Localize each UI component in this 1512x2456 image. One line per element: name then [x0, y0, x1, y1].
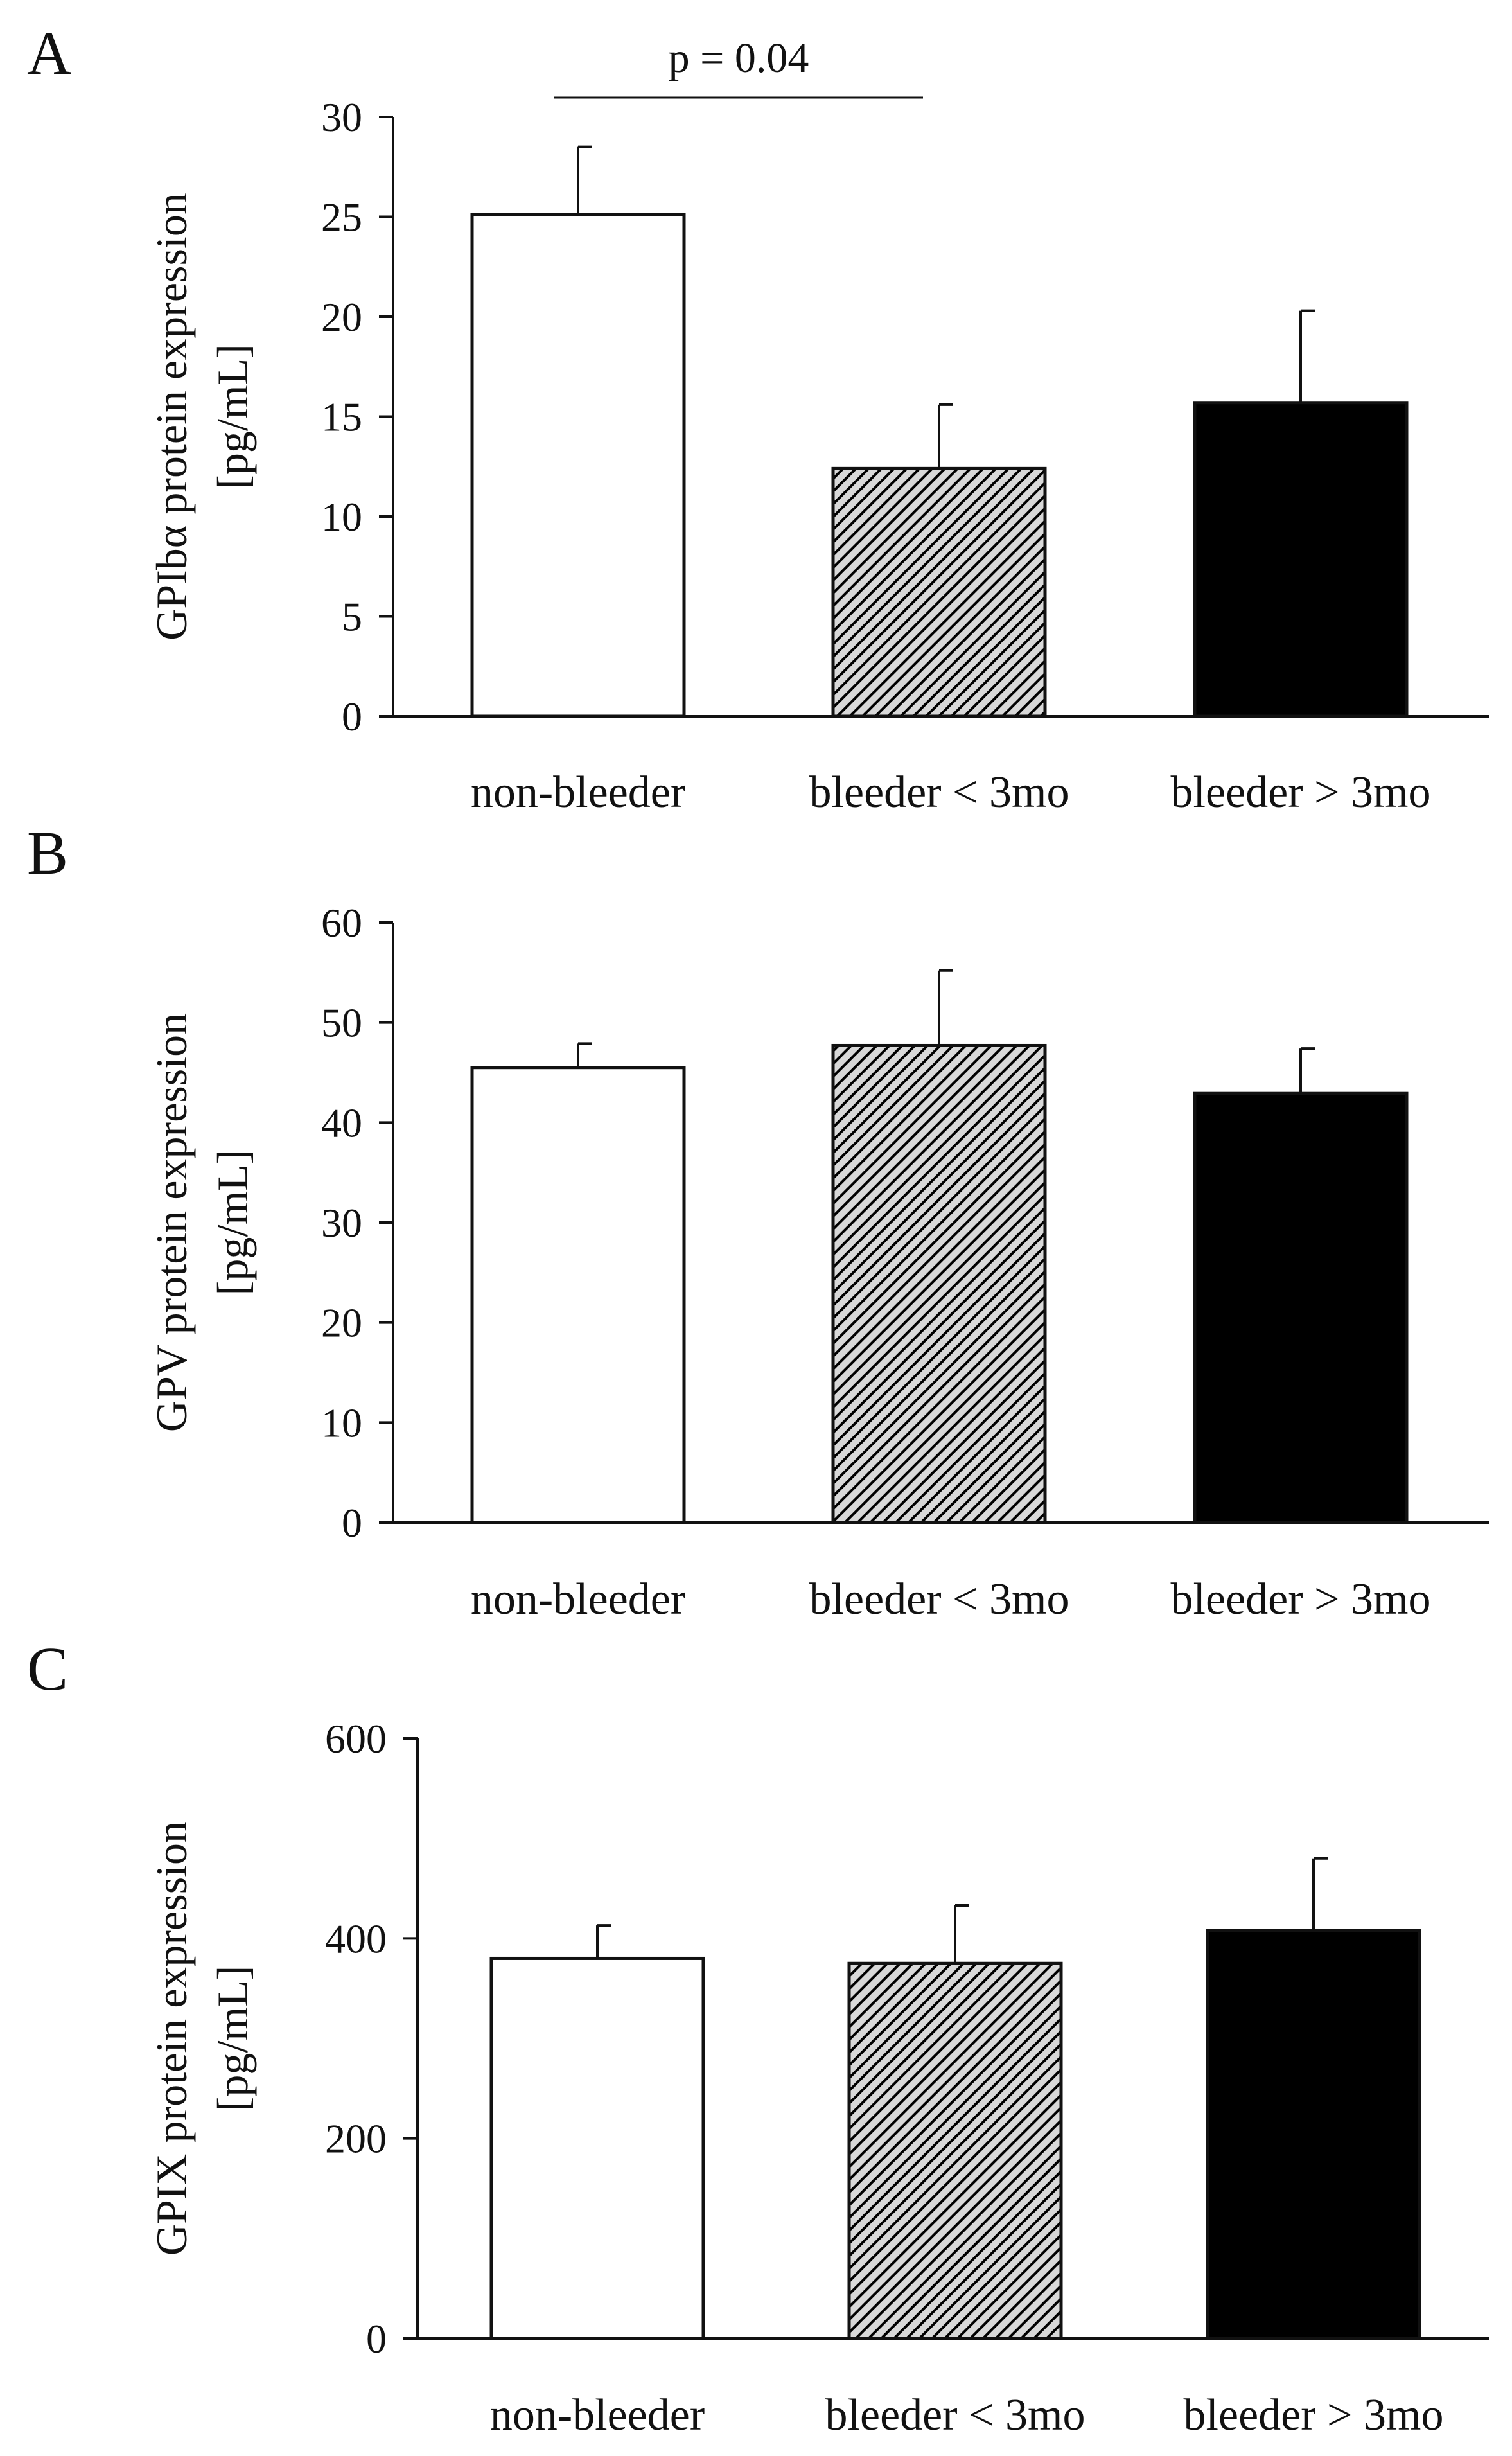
y-axis-title: GPV protein expression	[147, 1013, 196, 1432]
y-tick-label: 0	[366, 2316, 387, 2362]
y-tick-label: 50	[321, 1000, 362, 1046]
y-tick-label: 10	[321, 494, 362, 540]
bar	[1206, 1929, 1421, 2340]
y-axis-title: GPIX protein expression	[147, 1821, 196, 2256]
y-tick-label: 30	[321, 94, 362, 140]
panel-letter: A	[27, 19, 71, 87]
bar	[831, 1043, 1047, 1524]
y-tick-label: 10	[321, 1400, 362, 1445]
category-label: bleeder > 3mo	[1171, 768, 1431, 817]
y-tick-label: 5	[342, 594, 362, 640]
panel-c: C 0 200 400 600 non-bleeder bleeder < 3mo bleed…	[27, 1634, 1489, 2440]
y-tick-label: 40	[321, 1100, 362, 1145]
y-axis-title: GPIbα protein expression	[147, 193, 196, 641]
category-label: non-bleeder	[471, 1575, 685, 1624]
panel-letter: B	[27, 818, 68, 887]
panel-b: B 0 10 20 30 40 50 60 non-bleeder bleeder < 3mo bl…	[27, 818, 1489, 1624]
bar	[470, 213, 686, 718]
panel-a: A 0 5 10 15 20 25 30 non-bleeder bleeder < 3mo ble…	[27, 19, 1489, 817]
category-label: bleeder < 3mo	[809, 1575, 1069, 1624]
bar	[1193, 1091, 1409, 1524]
y-tick-label: 0	[342, 694, 362, 739]
bar	[847, 1961, 1063, 2340]
y-tick-label: 15	[321, 394, 362, 440]
category-label: bleeder > 3mo	[1171, 1575, 1431, 1624]
panel-letter: C	[27, 1634, 68, 1703]
y-tick-label: 400	[325, 1916, 387, 1961]
bar	[1193, 401, 1409, 718]
y-tick-label: 20	[321, 1300, 362, 1346]
y-axis-title-unit: [pg/mL]	[208, 1966, 257, 2112]
category-label: bleeder < 3mo	[809, 768, 1069, 817]
y-tick-label: 0	[342, 1500, 362, 1546]
y-tick-label: 20	[321, 294, 362, 340]
y-tick-label: 600	[325, 1716, 387, 1762]
y-tick-label: 200	[325, 2116, 387, 2162]
bar	[489, 1956, 705, 2340]
category-label: bleeder > 3mo	[1184, 2390, 1444, 2440]
y-axis-title-unit: [pg/mL]	[208, 344, 257, 490]
y-tick-label: 60	[321, 900, 362, 946]
y-axis-title-unit: [pg/mL]	[208, 1150, 257, 1296]
y-tick-label: 25	[321, 195, 362, 240]
bar	[831, 466, 1047, 718]
category-label: non-bleeder	[471, 768, 685, 817]
p-value-annotation: p = 0.04	[669, 35, 809, 82]
bar	[470, 1066, 686, 1524]
y-tick-label: 30	[321, 1200, 362, 1246]
category-label: non-bleeder	[490, 2390, 705, 2440]
category-label: bleeder < 3mo	[825, 2390, 1086, 2440]
